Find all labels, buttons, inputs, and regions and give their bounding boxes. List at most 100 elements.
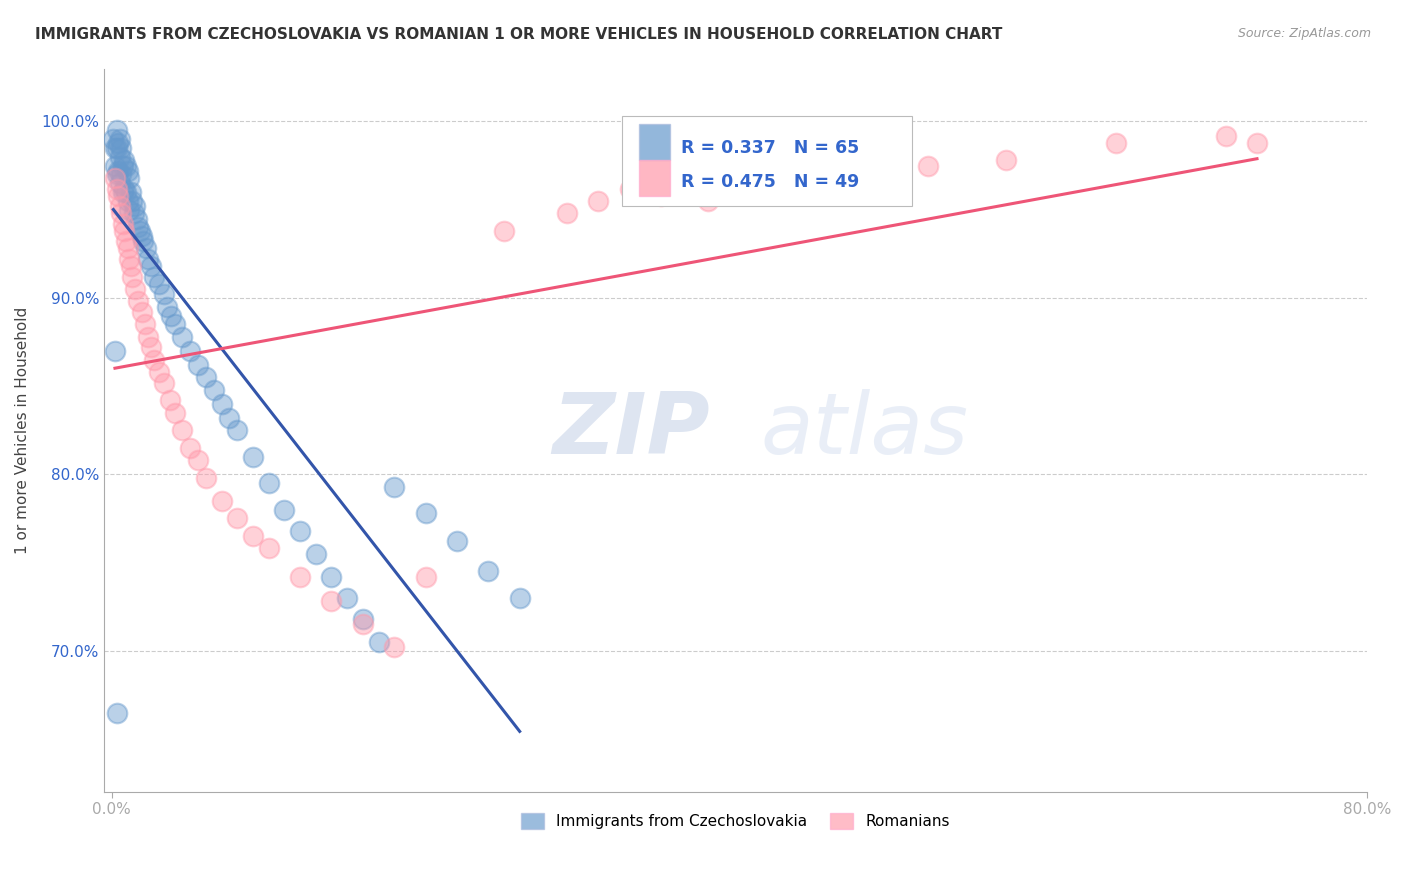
Legend: Immigrants from Czechoslovakia, Romanians: Immigrants from Czechoslovakia, Romanian… [515, 806, 956, 835]
Point [619, 181, 641, 195]
Point [152, 287, 174, 301]
Point [105, 706, 128, 720]
Point [382, 640, 405, 655]
Point [125, 211, 148, 226]
Point [117, 164, 139, 178]
Point [759, 181, 782, 195]
Point [108, 199, 131, 213]
Point [110, 141, 132, 155]
Point [211, 493, 233, 508]
Point [112, 224, 135, 238]
Point [108, 150, 131, 164]
FancyBboxPatch shape [640, 123, 669, 160]
Point [218, 410, 240, 425]
Point [995, 153, 1018, 168]
Point [194, 370, 217, 384]
Point [131, 305, 153, 319]
Text: atlas: atlas [761, 389, 969, 472]
Point [446, 534, 468, 549]
Point [321, 570, 343, 584]
Point [115, 159, 138, 173]
FancyBboxPatch shape [621, 116, 912, 206]
Point [108, 176, 131, 190]
Point [148, 365, 170, 379]
Text: R = 0.337   N = 65: R = 0.337 N = 65 [681, 139, 859, 157]
Point [288, 524, 311, 538]
Y-axis label: 1 or more Vehicles in Household: 1 or more Vehicles in Household [15, 307, 30, 554]
Point [139, 259, 162, 273]
Point [107, 164, 129, 178]
Point [148, 277, 170, 291]
Point [127, 294, 149, 309]
Point [122, 206, 145, 220]
Point [115, 185, 138, 199]
Point [172, 329, 194, 343]
Point [226, 511, 249, 525]
Point [194, 471, 217, 485]
Point [257, 476, 280, 491]
Point [352, 612, 374, 626]
Point [104, 170, 127, 185]
Point [120, 185, 142, 199]
Point [131, 229, 153, 244]
Point [321, 594, 343, 608]
Point [586, 194, 609, 208]
Point [163, 318, 186, 332]
Point [104, 141, 127, 155]
Point [143, 269, 166, 284]
Point [179, 441, 201, 455]
Point [305, 547, 328, 561]
Text: R = 0.475   N = 49: R = 0.475 N = 49 [681, 173, 859, 191]
Point [172, 423, 194, 437]
Point [105, 123, 128, 137]
Point [104, 159, 127, 173]
FancyBboxPatch shape [640, 160, 669, 196]
Point [104, 343, 127, 358]
Point [110, 168, 132, 182]
Point [555, 206, 578, 220]
Point [115, 235, 138, 249]
Point [118, 170, 141, 185]
Point [257, 541, 280, 556]
Text: IMMIGRANTS FROM CZECHOSLOVAKIA VS ROMANIAN 1 OR MORE VEHICLES IN HOUSEHOLD CORRE: IMMIGRANTS FROM CZECHOSLOVAKIA VS ROMANI… [35, 27, 1002, 42]
Point [127, 220, 149, 235]
Point [288, 570, 311, 584]
Point [112, 181, 135, 195]
Point [118, 202, 141, 217]
Point [838, 170, 860, 185]
Point [111, 217, 134, 231]
Point [382, 480, 405, 494]
Point [226, 423, 249, 437]
Point [112, 153, 135, 168]
Point [1105, 136, 1128, 150]
Point [136, 252, 159, 266]
Point [107, 136, 129, 150]
Point [105, 141, 128, 155]
Point [242, 450, 264, 464]
Point [118, 252, 141, 266]
Point [152, 376, 174, 390]
Point [105, 181, 128, 195]
Point [143, 352, 166, 367]
Point [120, 259, 142, 273]
Point [139, 340, 162, 354]
Point [179, 343, 201, 358]
Point [117, 242, 139, 256]
Point [124, 199, 146, 213]
Point [1246, 136, 1268, 150]
Point [509, 591, 531, 605]
Point [477, 565, 499, 579]
Point [107, 188, 129, 202]
Point [129, 224, 152, 238]
Point [108, 132, 131, 146]
Point [211, 397, 233, 411]
Point [156, 300, 179, 314]
Point [492, 224, 515, 238]
Point [135, 242, 157, 256]
Point [111, 185, 134, 199]
Point [121, 194, 143, 208]
Point [187, 358, 209, 372]
Point [917, 159, 939, 173]
Text: Source: ZipAtlas.com: Source: ZipAtlas.com [1237, 27, 1371, 40]
Point [242, 529, 264, 543]
